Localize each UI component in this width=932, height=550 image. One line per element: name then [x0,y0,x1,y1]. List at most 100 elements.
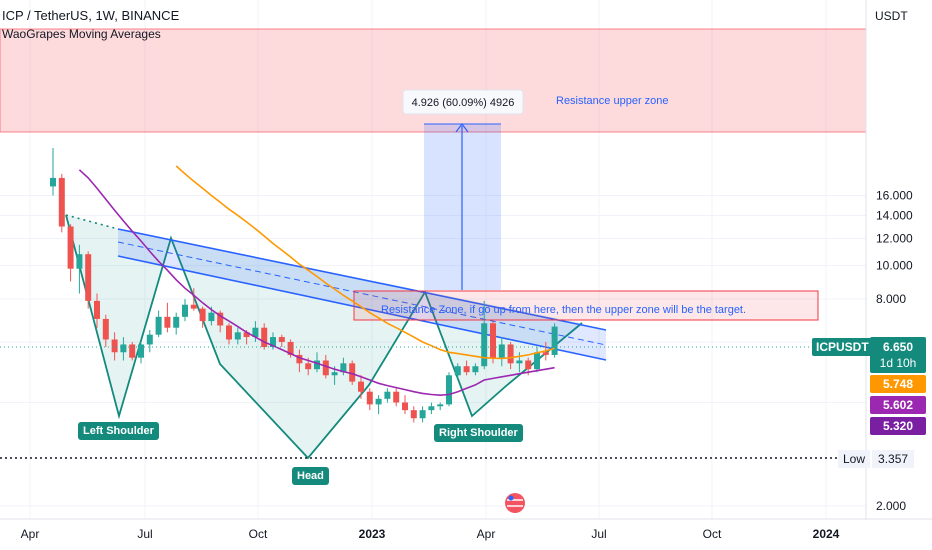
countdown-value: 1d 10h [879,356,917,370]
candle-body [217,312,224,326]
candle-body [437,404,444,407]
candles [50,147,558,423]
head-label: Head [292,467,329,485]
candle-body [234,332,241,340]
left-shoulder-label: Left Shoulder [78,422,159,440]
resistance-upper-zone[interactable] [0,28,867,133]
candle-body [58,177,65,227]
indicator-title[interactable]: WaoGrapes Moving Averages [2,27,161,41]
last-price-tag: 6.650 1d 10h [870,337,926,373]
channel-upper-line [117,228,607,331]
candle-body [410,410,417,419]
candle-body [472,366,479,373]
candle-body [120,344,127,353]
candle-body [419,410,426,419]
x-axis[interactable]: Apr Jul Oct 2023 Apr Jul Oct 2024 [0,518,932,541]
ma-orange-line [175,165,555,360]
ma-purple-dark-tag: 5.320 [870,417,926,435]
candle-body [129,344,136,358]
candle-body [366,391,373,405]
inverse-hs-pattern-line[interactable] [65,214,583,460]
candle-body [322,360,329,376]
candle-body [349,363,356,382]
symbol-title[interactable]: ICP / TetherUS, 1W, BINANCE [2,8,180,23]
low-value: 3.357 [872,450,915,468]
x-tick-label: Oct [703,527,722,541]
candle-body [199,308,206,322]
x-tick-label: Jul [591,527,606,541]
currency-label: USDT [875,9,908,23]
candle-body [102,318,109,340]
ma-orange-tag: 5.748 [870,375,926,393]
candle-body [454,366,461,376]
candle-body [50,177,56,187]
candle-body [384,391,391,399]
candle-body [402,402,408,411]
y-tick-label: 12.000 [876,231,913,245]
x-tick-label: Apr [477,527,496,541]
candle-body [287,341,294,355]
y-tick-label: 8.000 [876,292,906,306]
y-tick-label: 16.000 [876,189,913,203]
candle-body [226,325,232,340]
candle-body [155,316,162,335]
candle-body [138,344,144,358]
x-tick-label: Oct [249,527,268,541]
inverse-hs-fill [66,215,582,458]
candle-body [314,360,320,370]
candle-body [542,352,549,355]
y-axis[interactable]: 2.0004.0006.0008.00010.00012.00014.00016… [865,0,932,520]
right-shoulder-label: Right Shoulder [434,424,523,442]
candle-body [525,360,532,370]
candle-body [278,337,285,342]
ma-purple-tag: 5.602 [870,396,926,414]
candle-body [164,316,171,328]
candle-body [94,300,100,319]
measure-arrow-head [455,123,469,133]
candle-body [76,254,83,269]
candle-body [358,381,364,392]
y-tick-label: 2.000 [876,499,906,513]
candle-body [393,391,400,403]
candle-body [243,332,250,338]
candle-body [252,327,259,338]
channel-mid-line [117,241,607,346]
x-tick-label: Jul [137,527,152,541]
resistance-upper-label: Resistance upper zone [556,95,669,107]
earnings-icon[interactable] [505,493,525,513]
y-tick-label: 10.000 [876,259,913,273]
candle-body [498,344,505,358]
last-price-value: 6.650 [882,340,914,354]
candle-body [331,372,338,376]
symbol-tag: ICPUSDT [812,338,873,356]
candle-body [481,323,488,367]
candle-body [507,344,514,364]
candle-body [173,316,180,328]
candle-body [534,352,540,370]
candle-body [67,226,74,269]
x-tick-label: 2024 [813,527,840,541]
ma-purple-line [78,169,555,397]
candle-body [490,323,496,358]
candle-body [296,354,303,364]
candle-body [182,304,188,317]
x-tick-label: 2023 [359,527,386,541]
candle-body [428,406,435,411]
low-label: Low [838,450,871,468]
measure-label: 4.926 (60.09%) 4926 [402,89,524,115]
candle-body [463,366,470,373]
resistance-zone-box[interactable] [353,290,819,321]
candle-body [261,327,268,348]
candle-body [446,375,452,405]
low-tag: Low 3.357 [838,450,915,468]
candle-body [208,312,215,322]
y-tick-label: 14.000 [876,208,913,222]
candle-body [375,398,382,405]
candle-body [340,363,347,373]
candle-body [551,326,558,355]
x-tick-label: Apr [21,527,40,541]
candle-body [305,363,312,370]
candle-body [85,254,92,301]
measure-label-text: 4.926 (60.09%) 4926 [412,97,515,109]
